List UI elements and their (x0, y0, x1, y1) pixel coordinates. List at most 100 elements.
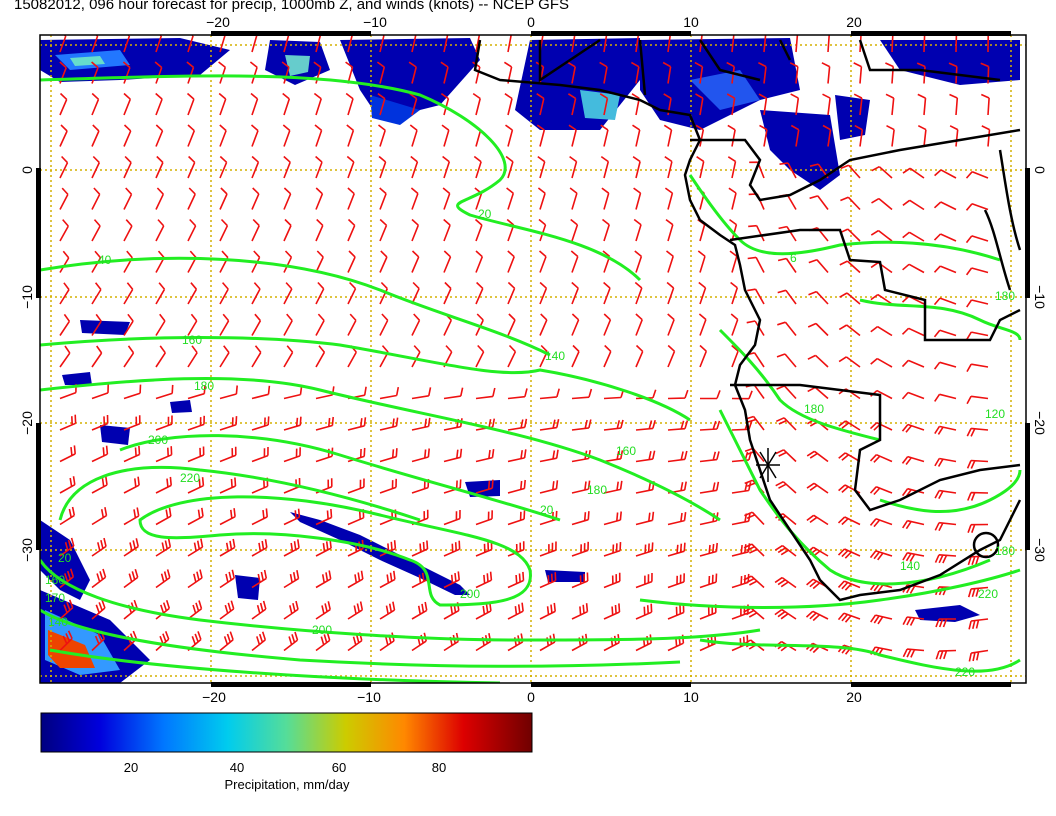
wind-barb (603, 281, 611, 305)
contour-label: 220 (978, 587, 998, 601)
wind-barb (59, 445, 76, 463)
contour-label: 140 (48, 615, 68, 629)
colorbar-tick: 80 (432, 760, 446, 775)
contour-label: 20 (478, 207, 492, 221)
wind-barb (539, 281, 548, 305)
wind-barb (774, 608, 797, 620)
wind-barb (219, 508, 236, 526)
map-title: 15082012, 096 hour forecast for precip, … (14, 0, 569, 13)
wind-barb (187, 446, 205, 463)
wind-barb (315, 218, 324, 242)
wind-barb (91, 568, 107, 589)
wind-barb (283, 539, 300, 557)
wind-barb (507, 633, 524, 652)
wind-barb (313, 92, 322, 116)
wind-barb (777, 257, 797, 273)
wind-barb (949, 125, 959, 147)
contour-label: 140 (545, 349, 565, 363)
wind-barb (902, 231, 925, 242)
wind-barb (315, 345, 326, 368)
wind-barb (727, 156, 737, 179)
wind-barb (916, 62, 926, 84)
wind-barb (218, 92, 227, 116)
wind-barb (853, 62, 863, 84)
wind-barb (347, 250, 356, 273)
wind-barb (473, 155, 482, 179)
wind-barb (59, 506, 76, 526)
wind-barb (347, 478, 365, 494)
wind-barb (347, 218, 356, 242)
wind-barb (775, 480, 797, 494)
wind-barb (776, 385, 797, 400)
wind-barb (854, 124, 864, 147)
wind-barb (411, 250, 420, 273)
wind-barb (743, 575, 765, 589)
wind-barb (59, 313, 71, 336)
left-tick-label: −30 (19, 538, 35, 562)
contour-label: 200 (460, 587, 480, 601)
wind-barb (155, 92, 163, 116)
wind-barb (347, 187, 355, 210)
contour-label: 220 (180, 471, 200, 485)
wind-barb (443, 35, 449, 53)
wind-barb (667, 313, 675, 336)
wind-barb (283, 570, 300, 589)
wind-barb (347, 417, 367, 431)
wind-barb (600, 155, 610, 179)
wind-barb (507, 250, 515, 273)
wind-barb (506, 218, 515, 242)
wind-barb (475, 35, 481, 53)
wind-barb (571, 603, 589, 620)
right-axis: 0 −10 −20 −30 (1032, 166, 1048, 562)
bottom-tick-label: −20 (202, 689, 226, 705)
wind-barb (807, 386, 829, 400)
wind-barb (283, 345, 294, 368)
wind-barb (539, 572, 557, 589)
wind-barb (805, 610, 829, 622)
wind-barb (695, 93, 704, 116)
map-area (40, 35, 1026, 683)
wind-barb (411, 387, 432, 400)
right-tick-label: 0 (1032, 166, 1048, 174)
wind-barb (634, 250, 643, 273)
wind-barb (219, 282, 229, 305)
wind-barb (283, 416, 302, 431)
wind-barb (966, 427, 989, 437)
wind-barb (870, 229, 893, 242)
wind-barb (603, 480, 623, 494)
wind-barb (59, 282, 70, 305)
wind-barb (315, 187, 324, 210)
wind-barb (870, 646, 893, 657)
right-tick-label: −10 (1032, 285, 1048, 309)
wind-barb (667, 420, 689, 431)
wind-barb (379, 601, 396, 620)
wind-barb (539, 602, 556, 620)
wind-barb (699, 604, 717, 620)
contour-label: 6 (790, 251, 797, 265)
wind-barb (600, 124, 609, 147)
wind-barb (934, 521, 957, 532)
wind-barb (968, 618, 989, 630)
wind-barb (347, 313, 357, 336)
wind-barb (571, 313, 580, 336)
wind-barb (869, 550, 893, 561)
wind-barb (809, 195, 829, 210)
wind-barb (966, 331, 989, 340)
wind-barb (440, 61, 449, 84)
wind-barb (635, 511, 655, 526)
wind-barb (155, 345, 166, 368)
wind-barb (933, 297, 957, 306)
wind-barb (379, 417, 399, 431)
wind-barb (186, 92, 195, 116)
wind-barb (283, 600, 299, 620)
wind-barb (571, 633, 588, 652)
bottom-tick-label: 10 (683, 689, 699, 705)
wind-barb (743, 543, 765, 557)
wind-barb (635, 603, 653, 620)
wind-barb (91, 630, 106, 652)
wind-barb (635, 419, 656, 431)
wind-barb (890, 35, 894, 53)
wind-barb (122, 61, 131, 84)
wind-barb (506, 187, 515, 210)
wind-barb (838, 420, 861, 431)
